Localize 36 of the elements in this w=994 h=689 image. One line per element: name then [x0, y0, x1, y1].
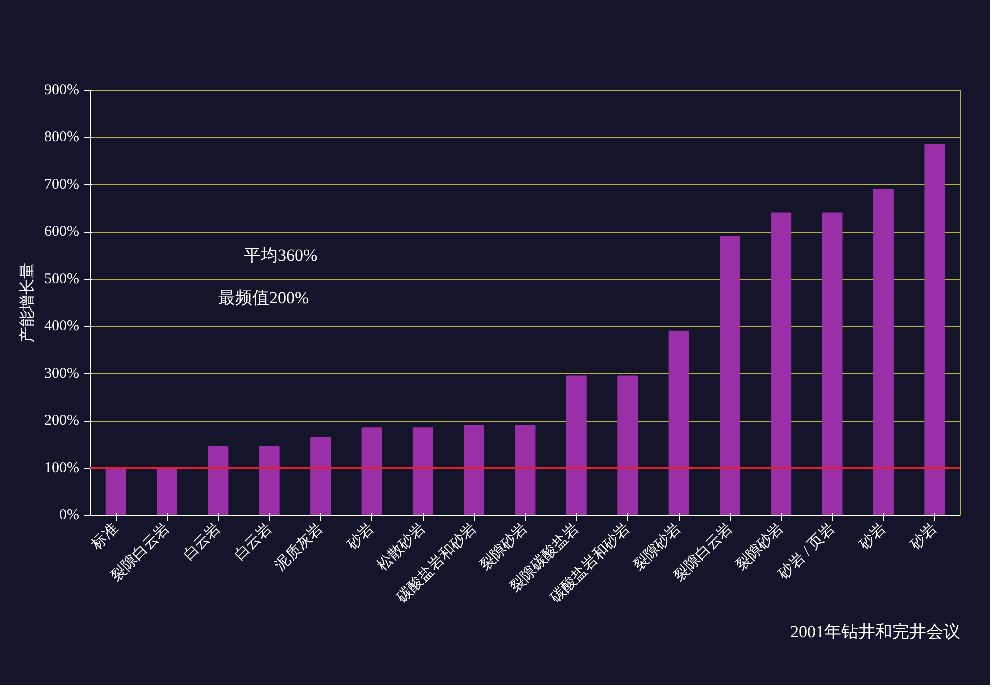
y-tick-label: 900%	[44, 82, 80, 98]
bar	[362, 428, 382, 516]
annotation: 最频值200%	[218, 288, 310, 308]
bar	[822, 212, 843, 516]
bar	[720, 236, 740, 516]
y-axis-title: 产能增长量	[18, 263, 37, 343]
y-tick-label: 800%	[44, 130, 80, 146]
bar	[412, 428, 434, 516]
x-tick-label: 砂岩	[344, 520, 378, 554]
x-tick-label: 砂岩	[906, 520, 941, 554]
bar	[515, 425, 536, 516]
bar	[874, 189, 894, 516]
bar	[618, 376, 638, 516]
text: 2001年钻井和完井会议	[790, 622, 960, 642]
y-tick-label: 700%	[44, 176, 80, 193]
bar	[771, 212, 792, 516]
bar	[464, 425, 485, 516]
bar	[566, 376, 587, 516]
bar	[106, 468, 126, 516]
y-tick-label: 500%	[44, 271, 80, 288]
bar	[668, 330, 690, 516]
x-tick-label: 砂岩	[855, 520, 890, 554]
bar	[924, 144, 946, 516]
y-tick-label: 0%	[60, 508, 80, 524]
annotation: 平均360%	[244, 246, 318, 266]
y-tick-label: 200%	[44, 413, 80, 430]
y-tick-label: 400%	[44, 318, 80, 335]
x-tick-label: 白云岩	[180, 520, 224, 564]
bar	[157, 468, 178, 516]
bar	[208, 446, 229, 516]
y-tick-label: 600%	[44, 224, 80, 240]
bar	[259, 446, 280, 516]
bar	[310, 437, 332, 516]
x-tick-label: 标准	[88, 520, 122, 554]
y-tick-label: 100%	[44, 460, 80, 476]
y-tick-label: 300%	[44, 366, 80, 382]
